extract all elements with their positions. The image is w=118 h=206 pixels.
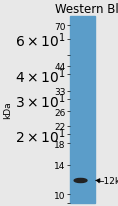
Text: ←12kDa: ←12kDa [97, 176, 118, 185]
Ellipse shape [74, 179, 87, 183]
Title: Western Blot: Western Blot [55, 3, 118, 16]
Y-axis label: kDa: kDa [3, 101, 12, 119]
Bar [70, 17, 95, 203]
